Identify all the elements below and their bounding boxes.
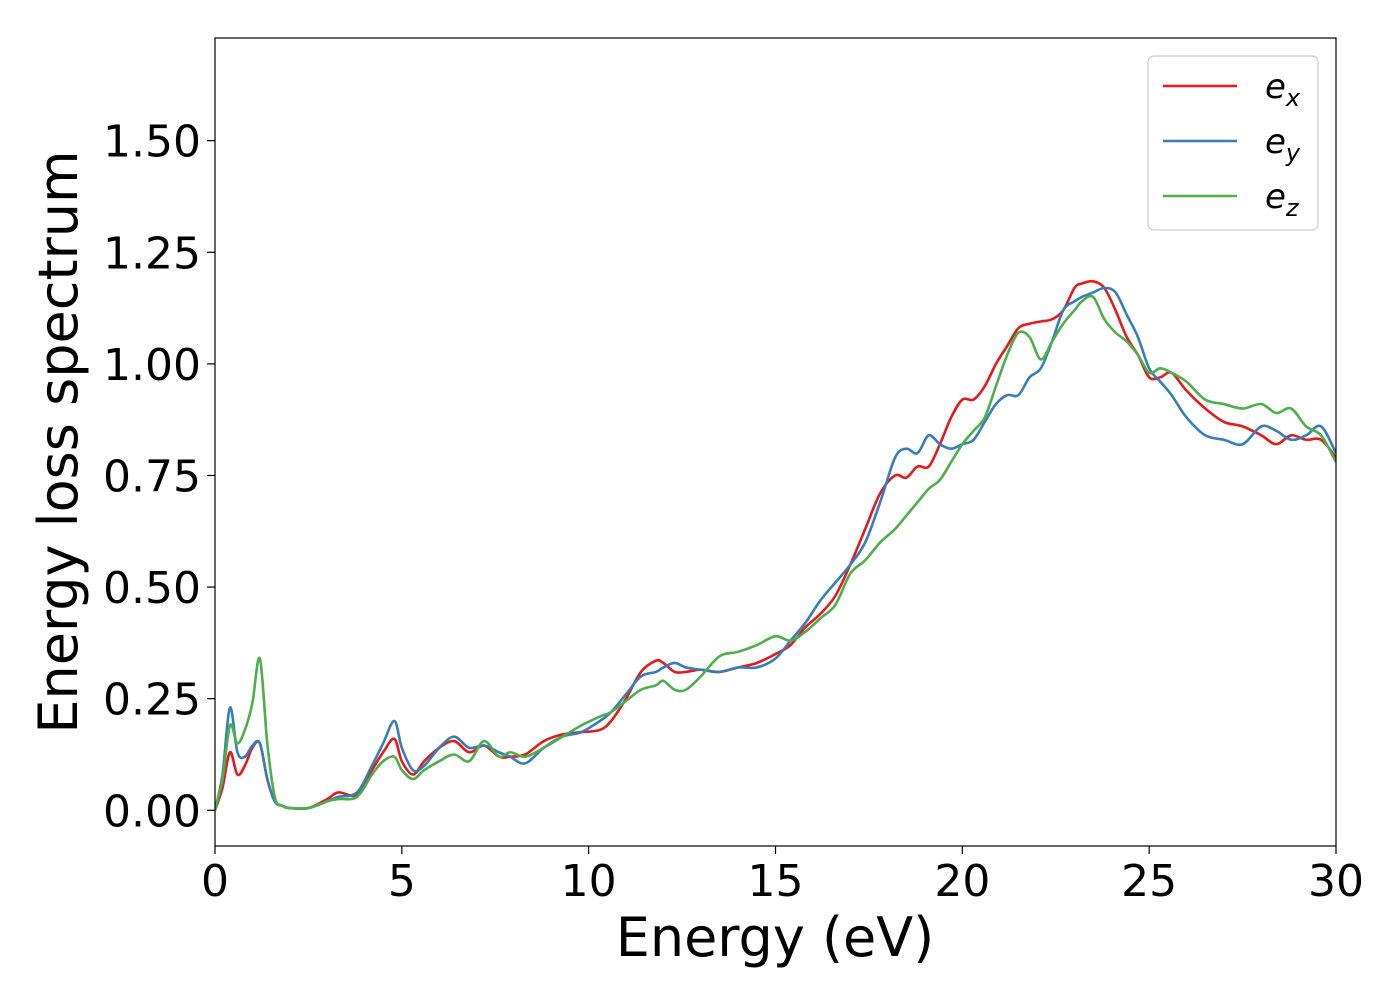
x-tick-label: 0 xyxy=(201,856,229,907)
x-tick-label: 10 xyxy=(561,856,617,907)
y-axis-label: Energy loss spectrum xyxy=(27,150,90,733)
y-tick-label: 1.25 xyxy=(103,228,201,279)
legend: ex ey ez xyxy=(1147,55,1319,231)
series-layer xyxy=(215,279,1336,811)
x-tick-label: 5 xyxy=(388,856,416,907)
y-tick-label: 0.50 xyxy=(103,563,201,614)
x-tick-label: 20 xyxy=(934,856,990,907)
y-tick-label: 0.75 xyxy=(103,451,201,502)
series-line-y xyxy=(215,286,1336,811)
legend-label-x: ex xyxy=(1265,67,1301,112)
y-axis: 0.00 0.25 0.50 0.75 1.00 1.25 1.50 xyxy=(103,117,215,837)
x-tick-label: 25 xyxy=(1121,856,1177,907)
x-tick-label: 15 xyxy=(748,856,804,907)
y-tick-label: 0.00 xyxy=(103,786,201,837)
x-tick-label: 30 xyxy=(1308,856,1364,907)
y-tick-label: 1.00 xyxy=(103,340,201,391)
x-axis-label: Energy (eV) xyxy=(616,906,935,969)
y-tick-label: 1.50 xyxy=(103,117,201,168)
legend-label-z: ez xyxy=(1265,177,1300,222)
y-tick-label: 0.25 xyxy=(103,675,201,726)
legend-frame xyxy=(1147,55,1319,231)
x-axis: 0 5 10 15 20 25 30 xyxy=(201,846,1364,907)
series-line-z xyxy=(215,294,1336,811)
legend-label-y: ey xyxy=(1265,122,1301,167)
